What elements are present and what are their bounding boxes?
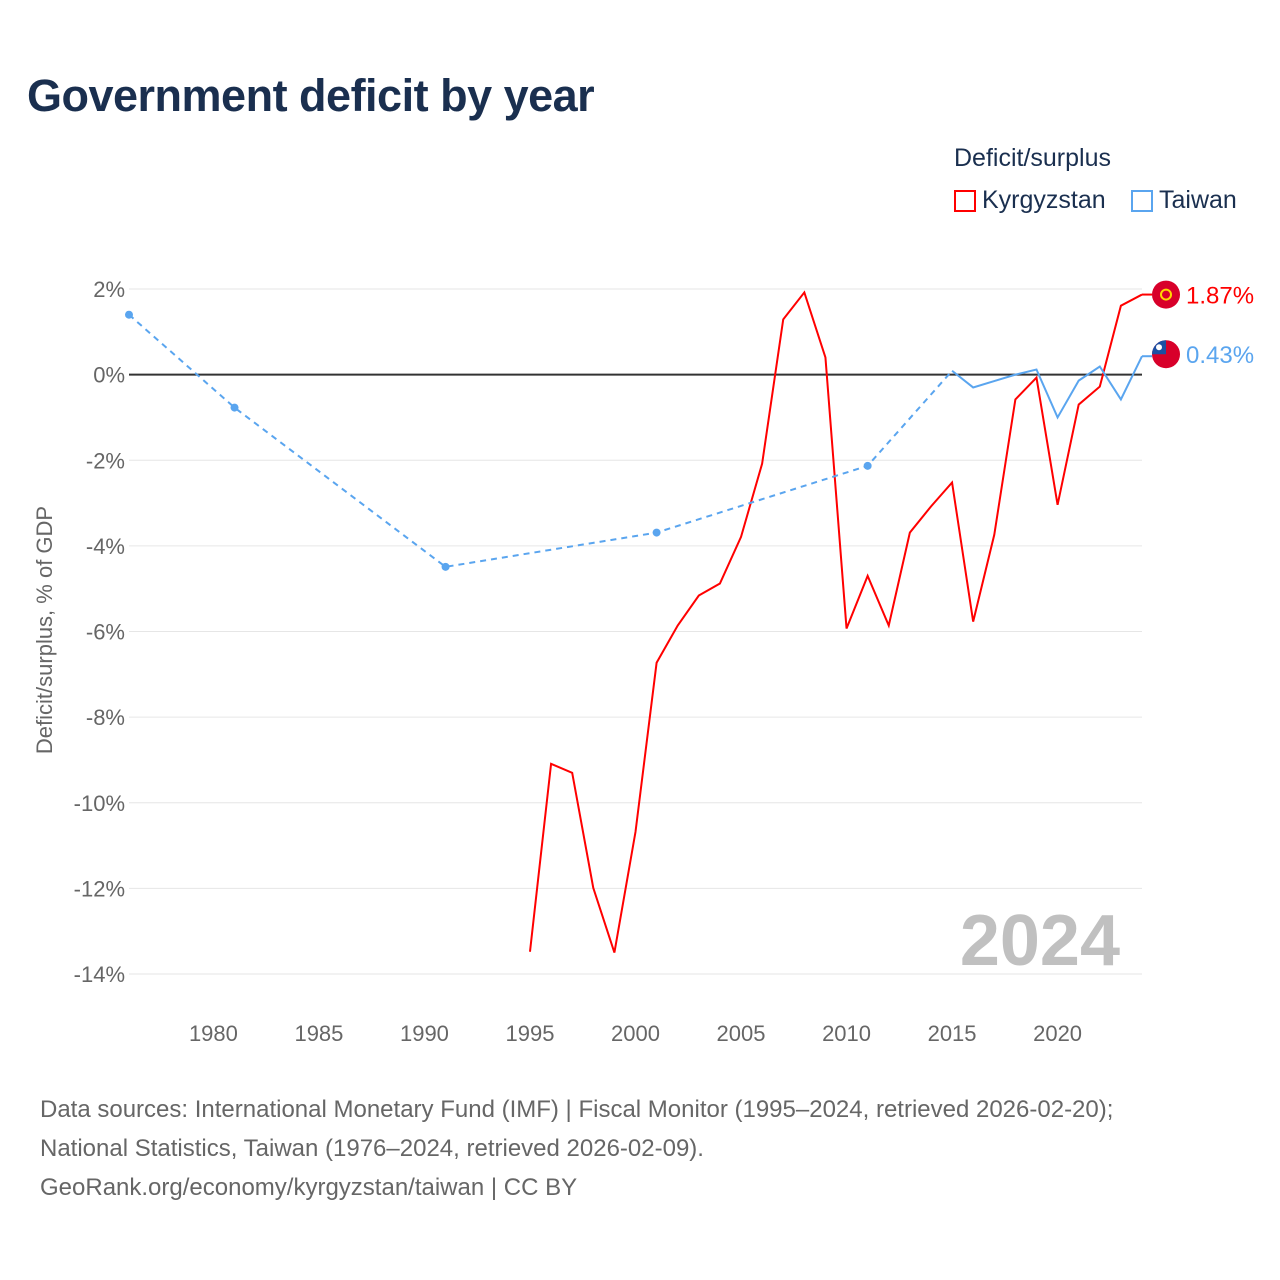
legend-swatch — [1131, 189, 1153, 212]
x-tick-label: 1990 — [400, 1021, 449, 1046]
data-point — [230, 403, 239, 412]
data-point — [441, 562, 450, 571]
chart-title: Government deficit by year — [27, 70, 595, 121]
taiwan-line — [951, 355, 1143, 420]
kyrgyzstan-flag-icon — [1152, 280, 1180, 309]
y-tick-label: -10% — [74, 791, 125, 816]
end-value-label: 0.43% — [1186, 342, 1254, 369]
x-tick-label: 1995 — [506, 1021, 555, 1046]
source-line: Data sources: International Monetary Fun… — [40, 1096, 1114, 1123]
x-tick-label: 2000 — [611, 1021, 660, 1046]
y-tick-label: 0% — [93, 363, 125, 388]
x-tick-label: 1980 — [189, 1021, 238, 1046]
sun-icon — [1156, 344, 1162, 351]
x-tick-label: 2005 — [717, 1021, 766, 1046]
legend-title: Deficit/surplus — [954, 144, 1111, 172]
y-axis-label: Deficit/surplus, % of GDP — [32, 506, 57, 754]
taiwan-dashed-line — [128, 313, 953, 568]
data-point — [125, 310, 133, 319]
legend-item-taiwan[interactable]: Taiwan — [1131, 186, 1237, 215]
footer: Data sources: International Monetary Fun… — [40, 1090, 1113, 1207]
legend-label: Taiwan — [1159, 186, 1237, 214]
legend-swatch — [954, 189, 976, 212]
x-tick-label: 2020 — [1033, 1021, 1082, 1046]
x-tick-label: 2010 — [822, 1021, 871, 1046]
x-tick-label: 2015 — [928, 1021, 977, 1046]
y-tick-label: -12% — [74, 876, 125, 901]
x-tick-label: 1985 — [294, 1021, 343, 1046]
y-tick-label: -6% — [86, 620, 125, 645]
data-point — [652, 528, 661, 537]
end-value-label: 1.87% — [1186, 283, 1254, 310]
attribution-link[interactable]: GeoRank.org/economy/kyrgyzstan/taiwan | … — [40, 1174, 578, 1201]
legend-label: Kyrgyzstan — [982, 186, 1106, 214]
year-watermark: 2024 — [960, 901, 1120, 981]
sun-icon — [1160, 288, 1172, 301]
legend-item-kyrgyzstan[interactable]: Kyrgyzstan — [954, 186, 1106, 215]
source-line: National Statistics, Taiwan (1976–2024, … — [40, 1135, 704, 1162]
y-tick-label: -14% — [74, 962, 125, 987]
y-tick-label: -8% — [86, 705, 125, 730]
kyrgyzstan-line — [528, 290, 1143, 953]
y-tick-label: 2% — [93, 277, 125, 302]
y-tick-label: -2% — [86, 448, 125, 473]
y-tick-label: -4% — [86, 534, 125, 559]
data-point — [863, 461, 872, 470]
